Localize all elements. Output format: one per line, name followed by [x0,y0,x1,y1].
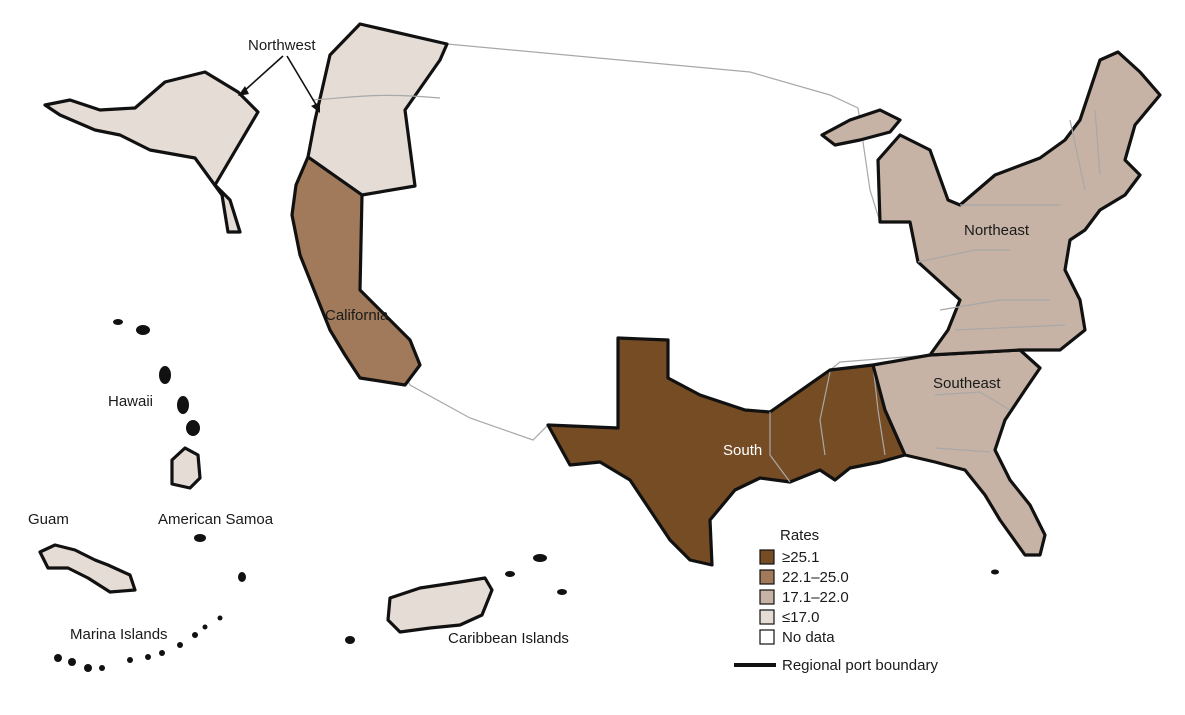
alaska-fill [43,70,260,234]
label-american-samoa: American Samoa [158,511,274,528]
puerto-rico-fill [386,576,494,634]
legend-swatch-0 [759,549,775,565]
american-samoa-island [194,534,206,542]
label-southeast: Southeast [933,375,1001,392]
legend: Rates ≥25.1 22.1–25.0 17.1–22.0 ≤17.0 No dat… [734,527,938,674]
california-fill [290,155,422,387]
islands [38,319,999,672]
caribbean-island-4 [557,589,567,595]
legend-label-0: ≥25.1 [782,549,819,566]
label-marina-islands: Marina Islands [70,626,168,643]
legend-label-4: No data [782,629,835,646]
label-california: California [325,307,389,324]
legend-swatch-3 [759,609,775,625]
legend-label-2: 17.1–22.0 [782,589,849,606]
southeast-fill [871,348,1047,557]
hawaii-island-1 [113,319,123,325]
american-samoa-island-2 [238,572,246,582]
label-northeast: Northeast [964,222,1030,239]
label-south: South [723,442,762,459]
legend-boundary-label: Regional port boundary [782,657,938,674]
northeast-fill [876,50,1162,357]
caribbean-island-5 [991,569,999,575]
legend-swatch-1 [759,569,775,585]
hawaii-island-4 [177,396,189,414]
marina-islands-dots [54,615,223,672]
guam-fill [38,543,137,594]
region-southeast [871,348,1047,557]
region-northeast [820,50,1162,357]
legend-label-3: ≤17.0 [782,609,819,626]
legend-swatch-4 [759,629,775,645]
label-hawaii: Hawaii [108,393,153,410]
michigan-upper-fill [820,108,902,147]
hawaii-big-island [170,446,202,490]
hawaii-island-2 [136,325,150,335]
label-northwest: Northwest [248,37,316,54]
northwest-arrows [242,55,319,109]
caribbean-island-2 [505,571,515,577]
region-california [290,155,422,387]
label-caribbean-islands: Caribbean Islands [448,630,569,647]
region-south [546,336,907,567]
legend-swatch-2 [759,589,775,605]
legend-label-1: 22.1–25.0 [782,569,849,586]
hawaii-island-5 [186,420,200,436]
caribbean-island-3 [533,554,547,562]
hawaii-island-3 [159,366,171,384]
caribbean-island-1 [345,636,355,644]
south-fill [546,336,907,567]
legend-title: Rates [780,527,819,544]
label-guam: Guam [28,511,69,528]
